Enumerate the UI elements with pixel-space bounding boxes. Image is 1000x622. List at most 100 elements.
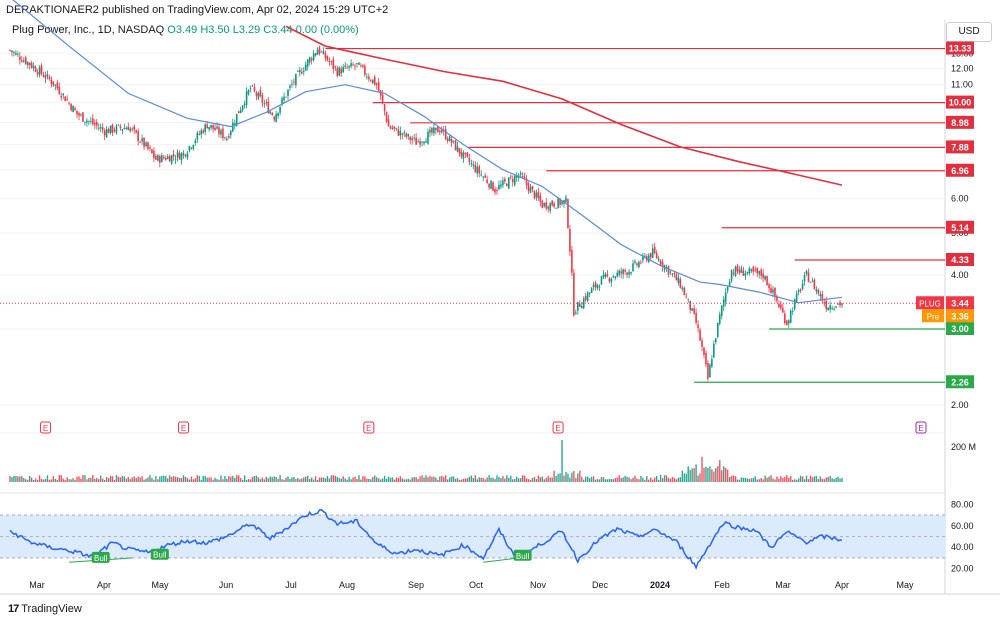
candle-body <box>216 126 218 129</box>
tradingview-logo: 17 <box>8 603 19 615</box>
volume-bar <box>90 477 92 482</box>
candle-body <box>419 141 421 145</box>
candle-body <box>758 270 760 275</box>
volume-bar <box>807 479 810 482</box>
candle-body <box>817 289 820 294</box>
candle-body <box>109 125 112 133</box>
candle-body <box>675 274 678 281</box>
candle-body <box>166 156 169 159</box>
volume-bar <box>671 476 674 482</box>
bull-label: Bull <box>516 552 530 561</box>
sma-fast-line <box>12 0 843 304</box>
volume-bar <box>547 475 549 482</box>
volume-bar <box>472 477 475 482</box>
candle-body <box>121 129 124 131</box>
candle-body <box>300 71 303 74</box>
volume-bar <box>514 479 516 482</box>
volume-group <box>9 440 843 482</box>
volume-bar <box>460 479 463 482</box>
volume-bar <box>167 478 169 482</box>
volume-bar <box>88 477 90 482</box>
volume-bar <box>135 477 137 482</box>
volume-bar <box>332 475 335 482</box>
candle-body <box>281 98 283 105</box>
candle-body <box>502 180 504 186</box>
candle-body <box>778 303 780 308</box>
volume-bar <box>145 478 147 482</box>
earnings-marker <box>177 421 189 434</box>
volume-bar <box>815 476 818 482</box>
volume-bar <box>500 477 502 482</box>
candle-body <box>235 113 238 126</box>
candle-body <box>113 130 116 132</box>
volume-bar <box>103 479 106 482</box>
candle-body <box>149 147 151 149</box>
volume-bar <box>76 476 78 482</box>
volume-bar <box>78 476 80 482</box>
volume-bar <box>748 478 751 482</box>
volume-bar <box>776 476 778 482</box>
candle-body <box>454 140 457 151</box>
candle-body <box>740 268 743 273</box>
candle-body <box>161 155 163 163</box>
candle-body <box>580 306 583 309</box>
candle-body <box>263 103 266 105</box>
volume-bar <box>490 477 492 482</box>
candle-body <box>776 295 778 302</box>
volume-bar <box>622 477 624 482</box>
volume-bar <box>176 477 179 482</box>
volume-bar <box>421 475 423 482</box>
candle-body <box>440 129 443 133</box>
candle-body <box>393 126 396 129</box>
volume-bar <box>476 479 478 482</box>
volume-bar <box>468 476 471 482</box>
candle-body <box>724 292 727 302</box>
volume-bar <box>320 477 323 482</box>
candle-body <box>764 275 766 280</box>
currency-button[interactable]: USD <box>946 22 992 42</box>
volume-bar <box>241 479 244 482</box>
volume-bar <box>131 477 133 482</box>
candle-body <box>480 174 483 176</box>
earnings-marker <box>39 421 51 434</box>
volume-bar <box>581 476 583 482</box>
candle-body <box>324 53 327 59</box>
candle-body <box>141 138 143 142</box>
candle-body <box>415 137 417 145</box>
volume-bar <box>194 478 197 482</box>
volume-bar <box>577 473 579 482</box>
candle-body <box>669 271 672 273</box>
time-tick-label: Dec <box>592 580 609 590</box>
candle-body <box>750 269 753 271</box>
volume-bar <box>803 479 806 482</box>
candle-body <box>606 274 609 277</box>
candle-body <box>174 158 177 160</box>
volume-bar <box>157 479 159 482</box>
candle-body <box>701 340 703 347</box>
candle-body <box>626 272 628 275</box>
volume-bar <box>439 476 441 482</box>
candle-body <box>224 137 226 139</box>
candle-body <box>137 131 139 142</box>
candle-body <box>405 133 408 137</box>
candle-body <box>521 175 524 178</box>
candle-body <box>119 126 122 129</box>
candle-body <box>655 252 658 259</box>
candle-body <box>103 130 106 136</box>
volume-bar <box>29 475 31 482</box>
volume-bar <box>498 477 500 482</box>
volume-bar <box>655 475 658 482</box>
volume-bar <box>271 477 273 482</box>
rsi-tick-label: 40.00 <box>951 542 974 552</box>
volume-bar <box>143 479 145 482</box>
volume-bar <box>543 479 545 482</box>
volume-bar <box>790 476 792 482</box>
volume-bar <box>370 479 372 482</box>
volume-bar <box>153 479 155 482</box>
candle-body <box>320 51 323 53</box>
volume-bar <box>689 470 691 482</box>
candle-body <box>306 59 309 67</box>
candle-body <box>326 56 329 61</box>
volume-bar <box>443 477 445 482</box>
